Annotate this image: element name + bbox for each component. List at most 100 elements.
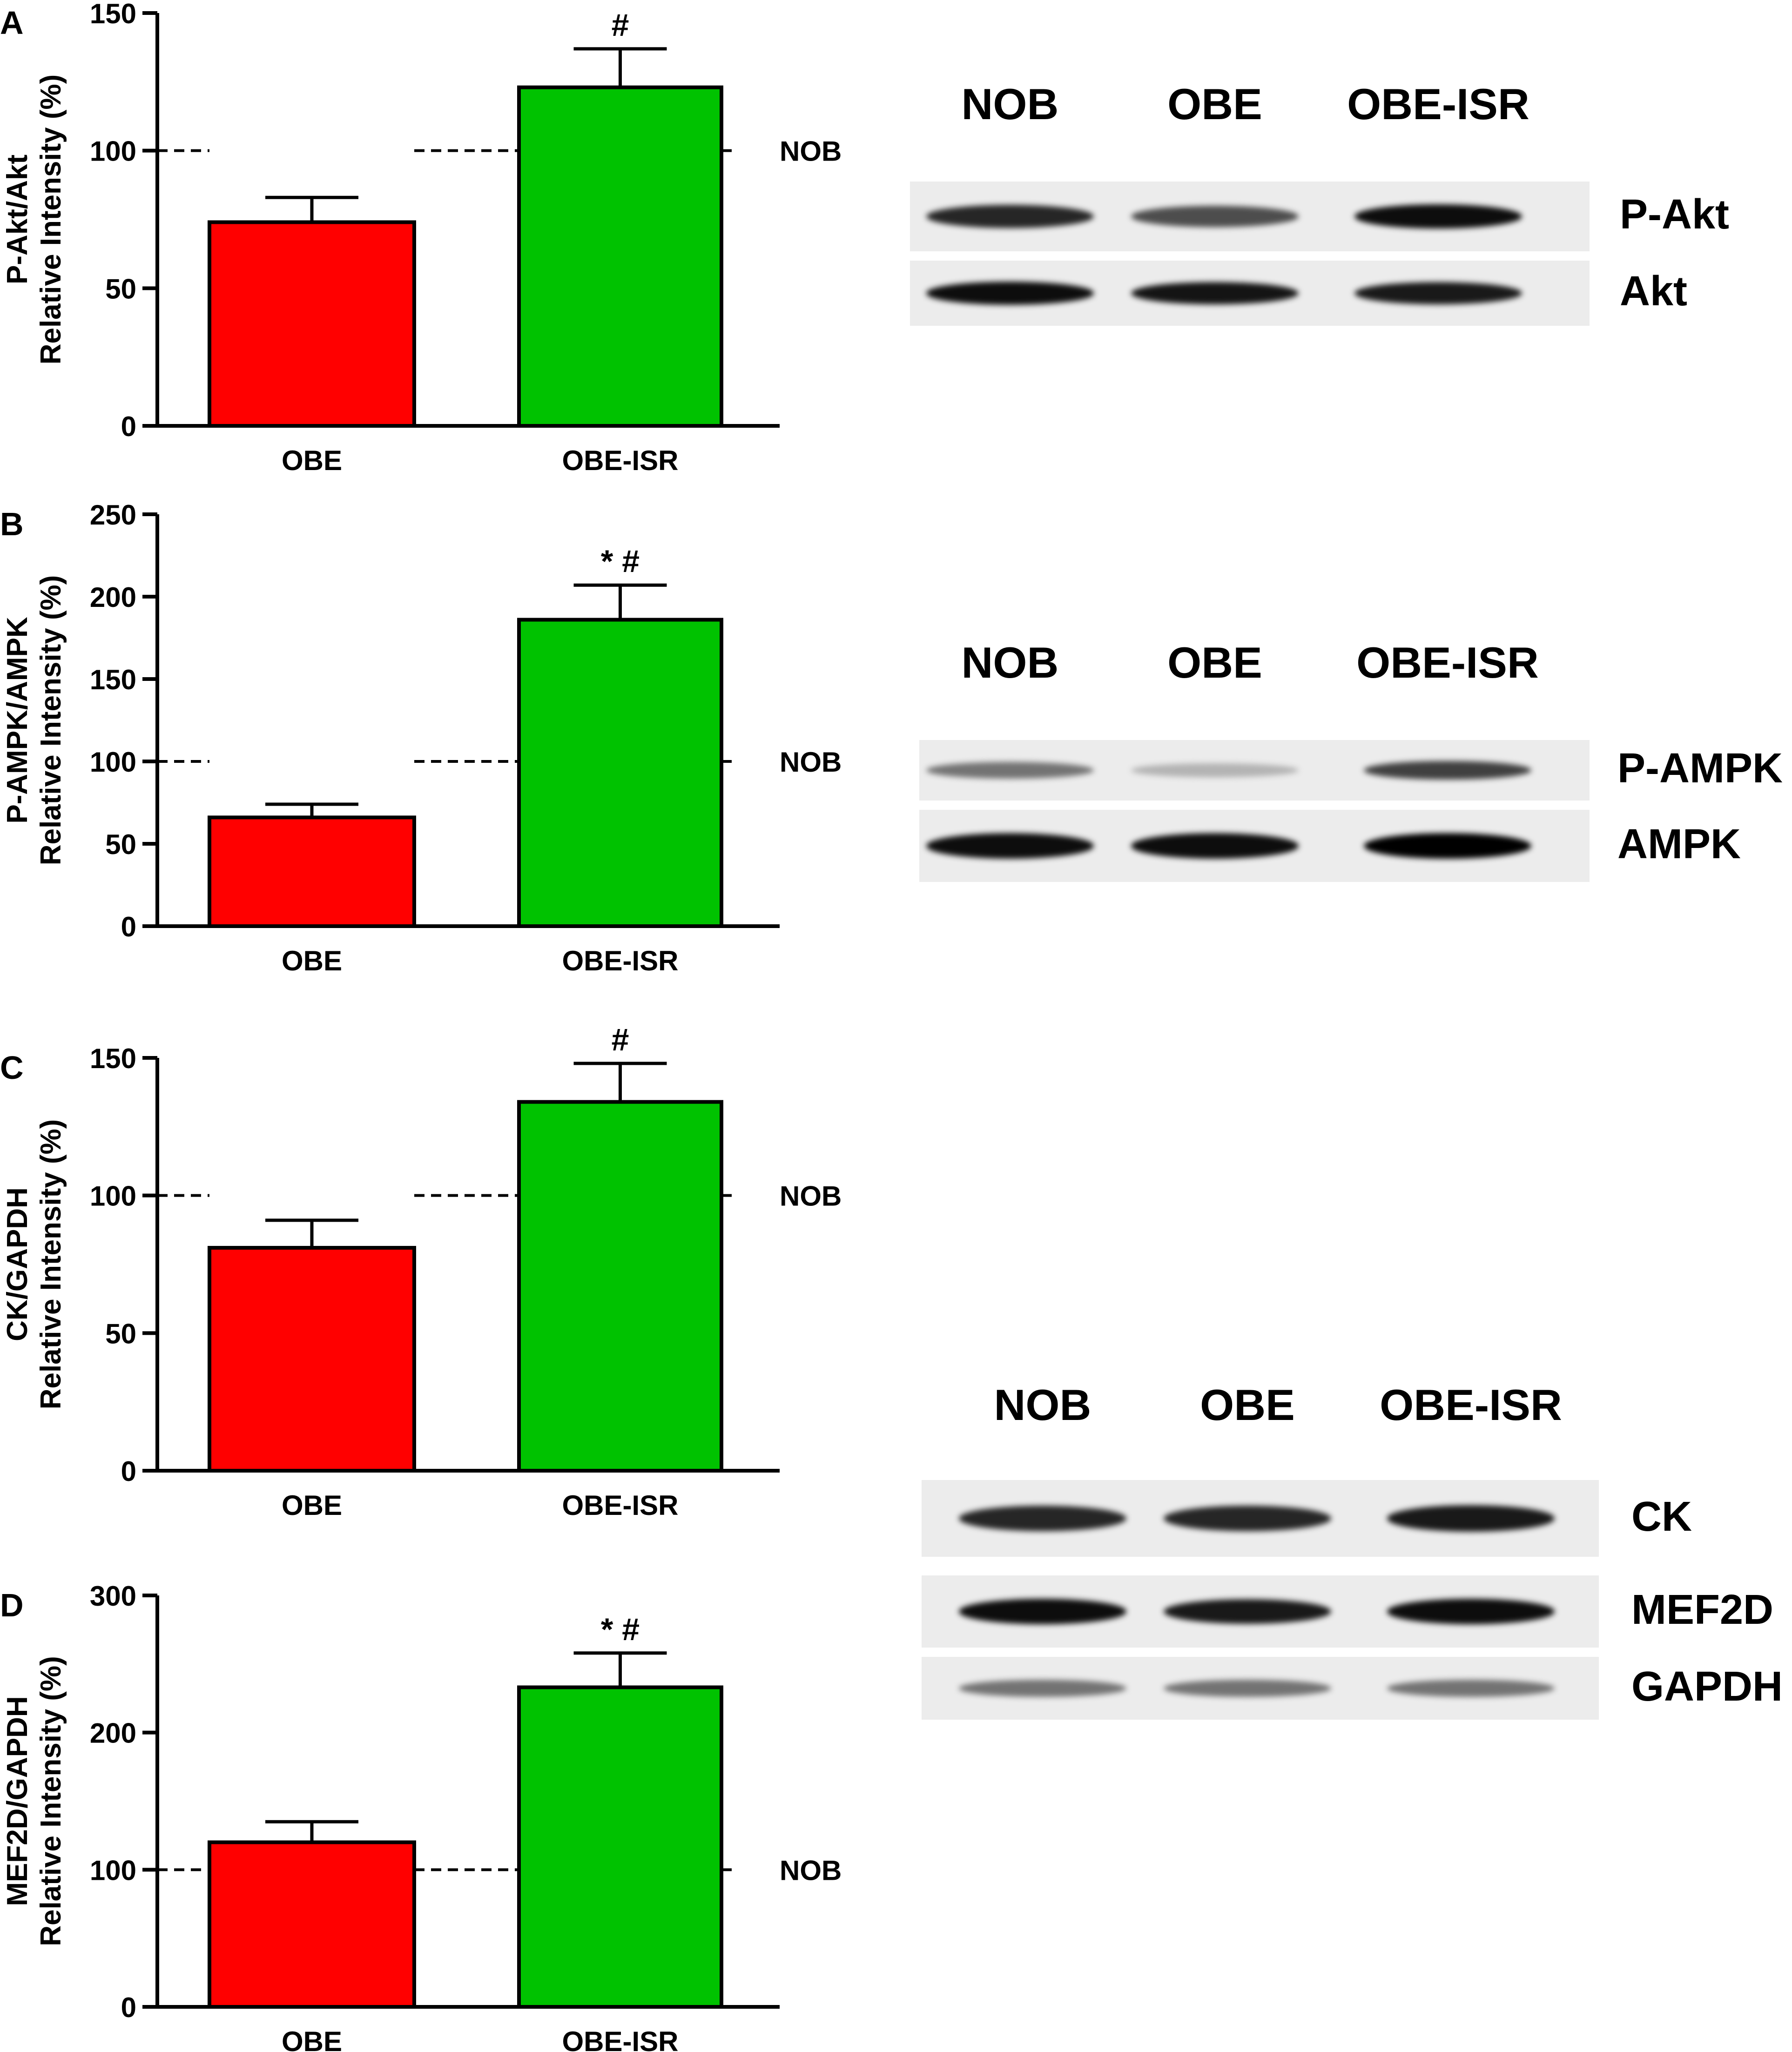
- category-label: OBE: [282, 445, 342, 476]
- protein-band: [1364, 760, 1531, 780]
- y-axis-label-line2: Relative Intensity (%): [35, 575, 67, 866]
- bar-obe-isr: [517, 85, 723, 428]
- category-label: OBE-ISR: [562, 1490, 678, 1521]
- y-tick-label: 250: [90, 499, 136, 531]
- blot-strip-ck: [922, 1480, 1599, 1557]
- category-label: OBE-ISR: [562, 445, 678, 476]
- reference-label-nob: NOB: [780, 1855, 842, 1886]
- chart-panel-b: B 0 50 100 150 200 250 P-AMPK/AMPK Relative Inte…: [0, 499, 842, 976]
- blot-lane-label: NOB: [961, 638, 1059, 687]
- y-tick-label: 50: [105, 273, 136, 304]
- protein-band: [959, 1679, 1126, 1697]
- bar-obe-isr: [517, 618, 723, 928]
- y-tick-label: 200: [90, 582, 136, 613]
- panel-letter: B: [0, 506, 24, 542]
- category-label: OBE: [282, 1490, 342, 1521]
- bar-obe: [208, 1246, 416, 1473]
- protein-band: [926, 282, 1094, 305]
- blot-row-label: P-Akt: [1620, 191, 1730, 238]
- panel-letter: A: [0, 5, 24, 41]
- blot-lane-label: OBE: [1200, 1380, 1295, 1429]
- category-label: OBE-ISR: [562, 945, 678, 976]
- protein-band: [1354, 204, 1522, 229]
- y-tick-label: 0: [121, 1456, 136, 1487]
- blot-lane-label: OBE-ISR: [1380, 1380, 1562, 1429]
- y-tick-label: 300: [90, 1581, 136, 1612]
- y-axis-label-line1: P-Akt/Akt: [1, 155, 34, 284]
- y-tick-label: 100: [90, 136, 136, 167]
- protein-band: [1387, 1599, 1555, 1624]
- protein-band: [926, 761, 1094, 779]
- y-tick-label: 100: [90, 747, 136, 778]
- bar-obe-isr: [517, 1685, 723, 2009]
- category-label: OBE-ISR: [562, 2026, 678, 2052]
- category-label: OBE: [282, 945, 342, 976]
- blot-row-label: P-AMPK: [1617, 745, 1783, 792]
- panel-letter: D: [0, 1587, 24, 1623]
- significance-annotation: #: [612, 7, 629, 43]
- protein-band: [1164, 1506, 1331, 1531]
- blot-row-label: GAPDH: [1631, 1663, 1783, 1710]
- blot-row-label: Akt: [1620, 268, 1688, 315]
- y-axis-label-line2: Relative Intensity (%): [35, 1656, 67, 1946]
- protein-band: [1354, 282, 1522, 304]
- reference-label-nob: NOB: [780, 747, 842, 778]
- chart-panel-a: A 0 50 100 150 P-Akt/Akt Relative Intensity (%…: [0, 0, 842, 476]
- y-tick-label: 50: [105, 1318, 136, 1349]
- bar-obe: [208, 1840, 416, 2009]
- protein-band: [959, 1506, 1126, 1531]
- y-tick-label: 150: [90, 1043, 136, 1074]
- blot-strip-akt: [910, 261, 1590, 326]
- protein-band: [1131, 763, 1299, 778]
- blot-lane-label: OBE-ISR: [1356, 638, 1539, 687]
- blot-row-label: CK: [1631, 1493, 1692, 1540]
- protein-band: [1131, 282, 1299, 305]
- y-axis-label-line1: MEF2D/GAPDH: [1, 1696, 34, 1906]
- y-tick-label: 0: [121, 411, 136, 442]
- protein-band: [1387, 1505, 1555, 1532]
- protein-band: [1131, 206, 1299, 227]
- y-axis-label-line2: Relative Intensity (%): [35, 1119, 67, 1410]
- y-tick-label: 0: [121, 911, 136, 942]
- y-axis-label-line1: CK/GAPDH: [1, 1187, 34, 1341]
- panel-letter: C: [0, 1050, 24, 1086]
- protein-band: [1131, 833, 1299, 859]
- significance-annotation: #: [612, 1022, 629, 1057]
- protein-band: [926, 205, 1094, 228]
- protein-band: [959, 1599, 1126, 1624]
- bar-obe-isr: [517, 1100, 723, 1473]
- y-axis-label-line1: P-AMPK/AMPK: [1, 617, 34, 824]
- protein-band: [1387, 1679, 1555, 1697]
- protein-band: [926, 833, 1094, 859]
- blot-lane-label: OBE: [1167, 80, 1262, 128]
- y-tick-label: 0: [121, 1992, 136, 2023]
- blot-strip-gapdh: [922, 1657, 1599, 1720]
- y-tick-label: 200: [90, 1718, 136, 1749]
- blot-row-label: MEF2D: [1631, 1586, 1774, 1633]
- blot-row-label: AMPK: [1617, 821, 1741, 868]
- blot-lane-label: OBE-ISR: [1347, 80, 1529, 128]
- blot-lane-label: NOB: [994, 1380, 1091, 1429]
- bar-obe: [208, 815, 416, 928]
- y-tick-label: 50: [105, 829, 136, 860]
- significance-annotation: * #: [601, 544, 640, 579]
- significance-annotation: * #: [601, 1612, 640, 1647]
- bar-obe: [208, 220, 416, 428]
- blot-strip-p-ampk: [919, 740, 1590, 801]
- blot-strip-mef2d: [922, 1575, 1599, 1648]
- protein-band: [1364, 833, 1531, 859]
- chart-panel-d: D 0 100 200 300 MEF2D/GAPDH Relative Intensity…: [0, 1581, 842, 2052]
- y-tick-label: 100: [90, 1181, 136, 1212]
- reference-label-nob: NOB: [780, 136, 842, 167]
- y-tick-label: 150: [90, 664, 136, 695]
- blot-strip-ampk: [919, 810, 1590, 882]
- blot-lane-label: NOB: [961, 80, 1059, 128]
- category-label: OBE: [282, 2026, 342, 2052]
- blot-lane-label: OBE: [1167, 638, 1262, 687]
- reference-label-nob: NOB: [780, 1181, 842, 1212]
- protein-band: [1164, 1599, 1331, 1624]
- protein-band: [1164, 1679, 1331, 1697]
- chart-panel-c: C 0 50 100 150 CK/GAPDH Relative Intensity (%)…: [0, 1022, 842, 1521]
- y-axis-label-line2: Relative Intensity (%): [35, 74, 67, 365]
